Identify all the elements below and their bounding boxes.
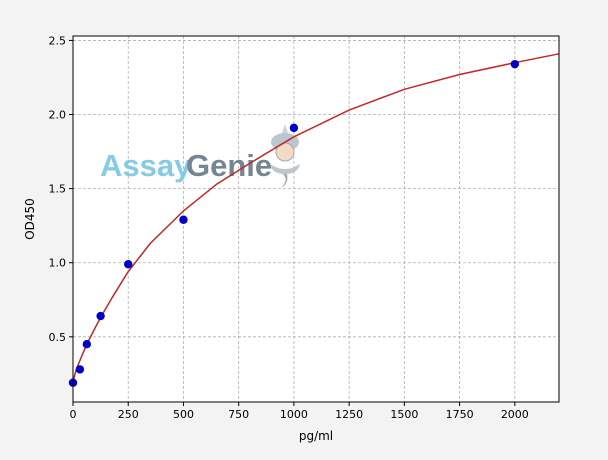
- data-point: [510, 59, 520, 69]
- y-tick-label: 1.5: [49, 183, 67, 196]
- x-tick-label: 1750: [446, 408, 474, 421]
- grid: [72, 36, 559, 402]
- x-tick-label: 1500: [390, 408, 418, 421]
- plot-area: [73, 36, 559, 402]
- x-axis-label: pg/ml: [299, 429, 333, 443]
- data-point: [179, 215, 188, 224]
- data-point: [82, 340, 92, 349]
- data-point: [124, 259, 133, 269]
- x-tick-label: 0: [70, 408, 77, 421]
- y-tick-label: 0.5: [49, 331, 67, 344]
- x-tick-label: 750: [228, 408, 249, 421]
- x-tick-label: 2000: [501, 408, 529, 421]
- x-axis: 0 250 500 750 1000 1250 1500 1750 2000: [70, 402, 529, 421]
- x-tick-label: 1000: [280, 408, 308, 421]
- x-tick-label: 500: [173, 408, 194, 421]
- axes-frame: [72, 35, 560, 403]
- y-tick-label: 2.0: [49, 109, 67, 122]
- data-point: [289, 123, 299, 133]
- y-tick-label: 2.5: [49, 34, 67, 47]
- x-tick-label: 1250: [335, 408, 363, 421]
- data-point: [75, 365, 85, 374]
- y-axis-label: OD450: [23, 198, 37, 240]
- logo-text-genie: Genie: [186, 148, 272, 183]
- data-point: [96, 311, 105, 321]
- x-tick-label: 250: [118, 408, 139, 421]
- y-axis: 0.5 1.0 1.5 2.0 2.5: [49, 34, 73, 344]
- logo-text-assay: Assay: [100, 148, 192, 183]
- points-layer: [68, 59, 520, 387]
- y-tick-label: 1.0: [49, 257, 67, 270]
